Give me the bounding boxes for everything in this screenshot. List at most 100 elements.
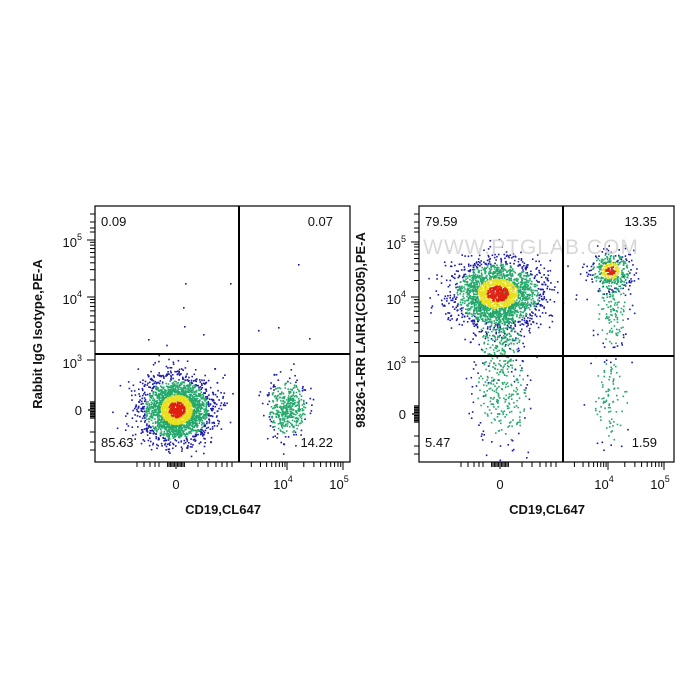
event-dot (510, 421, 512, 423)
y-tick-label: 103 (63, 353, 82, 371)
event-dot (296, 388, 299, 391)
event-dot (137, 426, 139, 428)
event-dot (461, 298, 464, 301)
event-dot (450, 327, 453, 329)
event-dot (465, 283, 468, 286)
event-dot (284, 420, 286, 423)
event-dot (606, 279, 609, 281)
event-dot (165, 410, 167, 412)
event-dot (186, 398, 189, 401)
event-dot (600, 276, 603, 279)
event-dot (224, 374, 226, 376)
event-dot (222, 404, 225, 406)
event-dot (511, 425, 513, 427)
event-dot (199, 419, 202, 422)
event-dot (462, 295, 464, 298)
event-dot (522, 315, 525, 317)
event-dot (470, 306, 472, 308)
event-dot (481, 312, 483, 314)
event-dot (173, 409, 176, 411)
event-dot (169, 390, 172, 392)
event-dot (189, 414, 191, 416)
event-dot (204, 374, 206, 377)
event-dot (203, 399, 206, 401)
event-dot (165, 401, 167, 404)
event-dot (155, 436, 157, 438)
event-dot (142, 406, 144, 409)
event-dot (309, 338, 311, 340)
event-dot (537, 326, 540, 329)
event-dot (621, 256, 624, 258)
event-dot (167, 433, 169, 435)
event-dot (524, 291, 527, 293)
event-dot (293, 386, 296, 389)
event-dot (164, 411, 166, 414)
event-dot (150, 426, 152, 429)
event-dot (184, 388, 186, 390)
event-dot (163, 375, 165, 378)
event-dot (467, 309, 469, 312)
event-dot (485, 321, 488, 324)
event-dot (484, 318, 487, 320)
event-dot (295, 422, 298, 424)
event-dot (183, 418, 186, 421)
event-dot (472, 266, 475, 269)
event-dot (516, 311, 518, 313)
event-dot (458, 323, 461, 326)
event-dot (186, 403, 189, 405)
event-dot (492, 379, 495, 382)
event-dot (175, 439, 178, 442)
event-dot (532, 303, 534, 305)
event-dot (539, 305, 542, 307)
event-dot (187, 421, 190, 423)
event-dot (210, 408, 212, 410)
event-dot (134, 407, 136, 410)
event-dot (606, 258, 609, 261)
event-dot (595, 275, 598, 278)
event-dot (146, 411, 148, 413)
event-dot (585, 279, 587, 282)
event-dot (156, 425, 159, 428)
event-dot (198, 410, 201, 412)
event-dot (183, 442, 185, 445)
event-dot (511, 439, 513, 442)
event-dot (187, 444, 189, 447)
event-dot (176, 424, 178, 427)
event-dot (176, 406, 179, 408)
event-dot (188, 424, 190, 427)
event-dot (279, 430, 282, 432)
event-dot (174, 401, 176, 403)
event-dot (548, 326, 551, 329)
event-dot (168, 358, 170, 361)
event-dot (468, 290, 471, 293)
event-dot (144, 413, 146, 415)
event-dot (187, 387, 190, 390)
event-dot (279, 371, 282, 373)
event-dot (170, 433, 172, 435)
event-dot (275, 396, 278, 399)
event-dot (482, 327, 485, 330)
event-dot (167, 437, 170, 440)
event-dot (473, 323, 475, 325)
event-dot (208, 418, 210, 420)
event-dot (179, 402, 181, 405)
event-dot (159, 418, 161, 421)
event-dot (517, 274, 520, 276)
event-dot (216, 410, 219, 413)
event-dot (271, 417, 274, 419)
event-dot (494, 262, 496, 265)
event-dot (131, 417, 134, 419)
event-dot (180, 398, 183, 400)
event-dot (292, 413, 295, 415)
event-dot (197, 389, 200, 391)
event-dot (146, 403, 148, 405)
event-dot (478, 306, 481, 308)
event-dot (468, 302, 470, 305)
event-dot (528, 289, 530, 291)
event-dot (166, 429, 169, 432)
event-dot (217, 389, 219, 392)
event-dot (160, 424, 163, 426)
event-dot (180, 432, 182, 434)
event-dot (511, 316, 514, 319)
event-dot (473, 305, 476, 308)
